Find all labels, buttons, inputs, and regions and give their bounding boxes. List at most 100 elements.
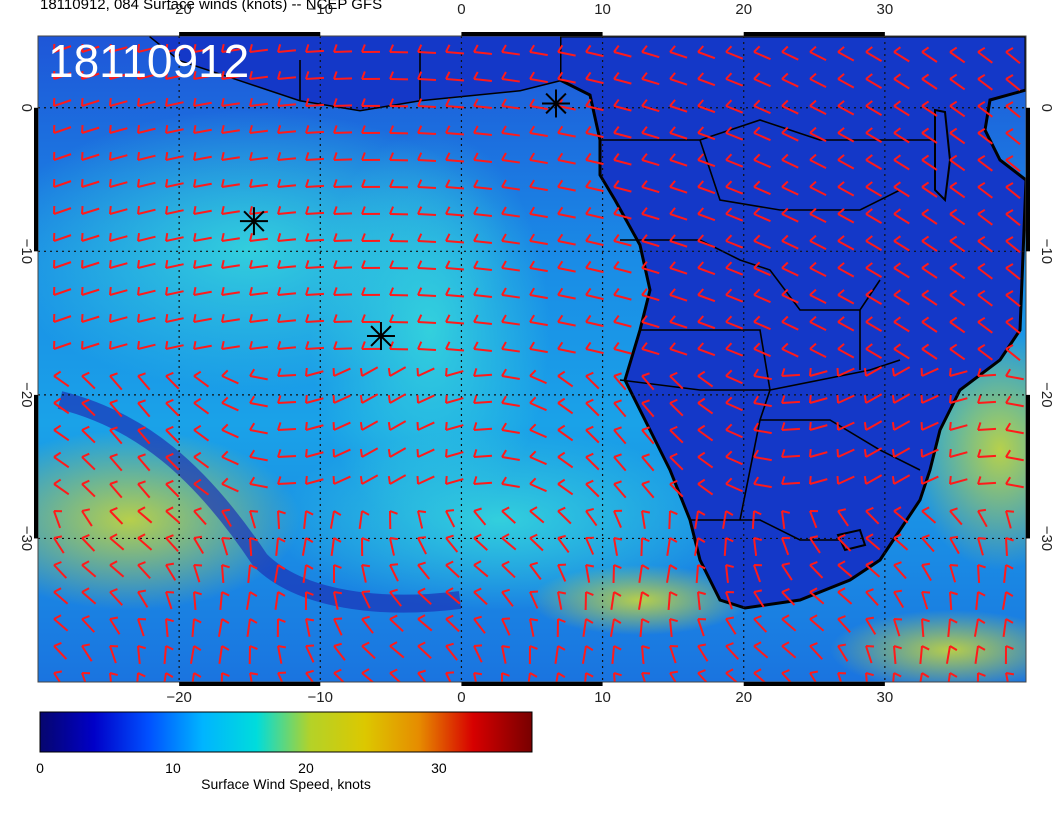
wind-barb (445, 314, 465, 325)
wind-barb (305, 233, 325, 242)
wind-barb (333, 152, 353, 161)
wind-barb (613, 537, 623, 556)
wind-barb (585, 341, 604, 355)
wind-barb (753, 564, 763, 583)
wind-barb (501, 506, 516, 524)
frame-bar-right (1026, 107, 1030, 252)
wind-barb (809, 421, 828, 431)
wind-barb (837, 208, 855, 224)
wind-barb (669, 645, 679, 664)
wind-barb (585, 452, 600, 471)
wind-barb (109, 340, 128, 350)
wind-barb (332, 448, 351, 458)
wind-barb (613, 44, 632, 58)
wind-barb (781, 126, 799, 142)
lon-tick-label-bottom: 10 (594, 689, 611, 706)
wind-barb (781, 422, 801, 431)
wind-barb (891, 420, 911, 431)
wind-barb (1005, 368, 1024, 381)
wind-barb (246, 618, 258, 637)
wind-barb (445, 152, 465, 163)
wind-barb (809, 342, 827, 359)
wind-barb (137, 313, 156, 323)
wind-barb (697, 45, 716, 60)
wind-barb (809, 207, 827, 224)
wind-barb (863, 447, 883, 458)
wind-barb (809, 72, 827, 89)
wind-barb (501, 449, 520, 462)
wind-barb (53, 478, 70, 496)
wind-barb (389, 588, 402, 607)
wind-barb (697, 261, 716, 276)
wind-barb (81, 508, 93, 527)
wind-barb (977, 208, 993, 226)
wind-barb (725, 153, 744, 168)
wind-barb (977, 289, 993, 307)
wind-barb (753, 126, 771, 142)
colorbar-ticks: 0 10 20 30 (36, 760, 447, 776)
wind-barb (277, 449, 297, 458)
wind-barb (249, 537, 258, 557)
wind-barb (473, 560, 489, 578)
wind-barb (1031, 565, 1041, 583)
wind-barb (445, 448, 464, 458)
wind-barb (613, 509, 623, 528)
wind-barb (529, 206, 548, 219)
wind-barb (417, 152, 437, 162)
wind-barb (249, 70, 268, 80)
wind-barb (753, 342, 771, 358)
wind-barb (193, 564, 203, 583)
wind-barb (612, 564, 622, 584)
wind-barb (1005, 155, 1021, 173)
wind-barb (81, 286, 100, 296)
wind-barb (359, 420, 379, 431)
wind-barb (305, 125, 325, 134)
wind-barb (1034, 478, 1050, 491)
lon-tick-label-bottom: −10 (308, 689, 333, 706)
wind-barb (557, 314, 576, 327)
wind-barb (920, 394, 939, 404)
wind-barb (781, 537, 791, 556)
wind-barb (837, 615, 851, 633)
wind-barb (445, 98, 465, 109)
wind-barb (697, 669, 708, 682)
wind-barb (361, 152, 381, 161)
wind-barb (277, 233, 297, 242)
wind-barb (501, 368, 520, 381)
wind-barb (193, 205, 212, 215)
wind-barb (837, 46, 855, 62)
wind-barb (697, 72, 716, 87)
wind-barb (221, 259, 240, 269)
wind-barb (221, 232, 240, 242)
wind-barb (109, 97, 128, 107)
wind-barb (473, 152, 492, 164)
wind-barb (666, 564, 678, 583)
wind-barb (361, 98, 381, 107)
wind-barb (919, 645, 930, 665)
wind-barb (977, 476, 997, 485)
wind-barb (641, 399, 655, 418)
colorbar (39, 711, 533, 753)
lon-tick-label-bottom: −20 (166, 689, 191, 706)
wind-barb (445, 179, 465, 190)
wind-barb (417, 536, 427, 555)
wind-barb (865, 235, 883, 251)
wind-barb (305, 206, 325, 215)
wind-barb (81, 615, 96, 633)
wind-barb (301, 537, 314, 556)
wind-barb (836, 421, 855, 431)
wind-barb (217, 618, 230, 637)
wind-barb (697, 424, 714, 442)
wind-barb (585, 125, 604, 139)
wind-barb (809, 261, 827, 278)
wind-barb (81, 425, 96, 444)
lat-tick-label-right: −20 (1038, 382, 1055, 407)
wind-barb (1001, 591, 1014, 610)
wind-barb (557, 341, 576, 354)
wind-barb (585, 287, 604, 301)
wind-barb (809, 367, 828, 377)
wind-barb (137, 178, 156, 188)
wind-barb (221, 43, 240, 53)
wind-barb (109, 645, 119, 664)
wind-barb (865, 100, 883, 116)
